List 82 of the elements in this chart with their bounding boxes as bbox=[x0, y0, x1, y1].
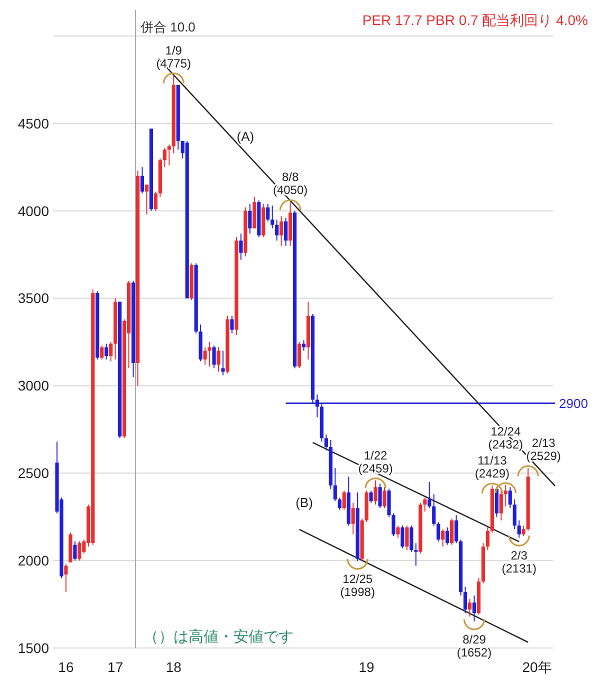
candlestick bbox=[104, 343, 108, 360]
candlestick bbox=[78, 540, 82, 562]
candlestick bbox=[154, 191, 158, 212]
candlestick bbox=[414, 542, 418, 566]
x-tick-label: 17 bbox=[108, 659, 124, 675]
x-tick-label: 16 bbox=[58, 659, 74, 675]
y-tick-label: 4000 bbox=[18, 202, 50, 219]
annotation: (A) bbox=[236, 128, 254, 144]
candlestick bbox=[167, 144, 171, 166]
candlestick bbox=[270, 205, 274, 229]
candlestick bbox=[144, 184, 149, 215]
candlestick bbox=[423, 497, 427, 512]
candlestick bbox=[275, 219, 279, 242]
candlestick bbox=[109, 342, 113, 362]
candlestick bbox=[405, 525, 409, 551]
candlestick bbox=[342, 490, 346, 510]
candlestick bbox=[221, 350, 225, 376]
candlestick bbox=[64, 564, 68, 593]
annotation: (B) bbox=[296, 494, 313, 510]
candlestick bbox=[297, 342, 302, 369]
annotation: 2/13 (2529) bbox=[526, 436, 561, 464]
candlestick bbox=[162, 147, 166, 168]
candlestick bbox=[248, 203, 252, 234]
candlestick bbox=[432, 494, 436, 526]
candlestick bbox=[450, 518, 454, 546]
candlestick bbox=[436, 522, 440, 542]
y-tick-label: 2500 bbox=[18, 465, 50, 482]
candlestick bbox=[351, 502, 355, 535]
candlestick bbox=[446, 526, 450, 546]
y-tick-label: 4500 bbox=[18, 115, 50, 132]
candlestick bbox=[463, 586, 468, 614]
candlestick bbox=[324, 434, 328, 451]
candlestick bbox=[302, 340, 306, 352]
y-tick-label: 3500 bbox=[18, 290, 50, 306]
y-tick-label: 2000 bbox=[18, 552, 50, 568]
candlestick bbox=[504, 484, 508, 507]
annotation: 2/3 (2131) bbox=[502, 548, 536, 576]
candlestick bbox=[400, 525, 404, 549]
candlestick bbox=[333, 467, 337, 502]
chart-title: PER 17.7 PBR 0.7 配当利回り 4.0% bbox=[362, 12, 588, 28]
x-tick-label: 20年 bbox=[522, 659, 552, 675]
candlestick bbox=[441, 528, 445, 548]
candlestick bbox=[517, 520, 521, 538]
candlestick bbox=[472, 595, 476, 622]
candlestick bbox=[454, 514, 458, 544]
candlestick bbox=[499, 490, 503, 521]
x-tick-label: 18 bbox=[166, 659, 182, 675]
candlestick bbox=[378, 483, 382, 509]
candlestick bbox=[522, 525, 526, 537]
candlestick bbox=[100, 344, 104, 360]
candlestick bbox=[280, 216, 284, 246]
candlestick bbox=[508, 486, 512, 509]
y-tick-label: 1500 bbox=[18, 640, 50, 656]
candlestick bbox=[140, 166, 144, 194]
candlestick bbox=[392, 512, 396, 537]
candlestick bbox=[203, 346, 207, 366]
annotation: （）は高値・安値です bbox=[144, 628, 294, 646]
candlestick bbox=[374, 480, 378, 506]
candlestick bbox=[266, 203, 270, 222]
candlestick bbox=[239, 233, 243, 260]
candlestick bbox=[410, 525, 414, 552]
annotation: 11/13 (2429) bbox=[474, 454, 510, 481]
candlestick bbox=[486, 526, 490, 551]
ref-line-label: 2900 bbox=[559, 396, 588, 411]
candlestick bbox=[208, 342, 212, 367]
candlestick bbox=[230, 315, 234, 334]
x-tick-label: 19 bbox=[358, 659, 375, 675]
y-tick-label: 3000 bbox=[18, 378, 50, 394]
candlestick bbox=[284, 217, 288, 246]
text: 併合 10.0 bbox=[140, 20, 196, 35]
candlestick bbox=[216, 346, 220, 372]
candlestick bbox=[512, 498, 516, 530]
annotation: 12/25 (1998) bbox=[340, 572, 375, 599]
candlestick bbox=[396, 525, 400, 538]
candlestick bbox=[428, 481, 432, 509]
annotation: 8/29 (1652) bbox=[456, 632, 492, 660]
candlestick bbox=[468, 598, 472, 618]
candlestick bbox=[212, 344, 216, 369]
candlestick bbox=[369, 490, 373, 504]
candlestick bbox=[73, 540, 77, 562]
candlestick bbox=[382, 486, 386, 509]
candlestick bbox=[338, 497, 342, 510]
